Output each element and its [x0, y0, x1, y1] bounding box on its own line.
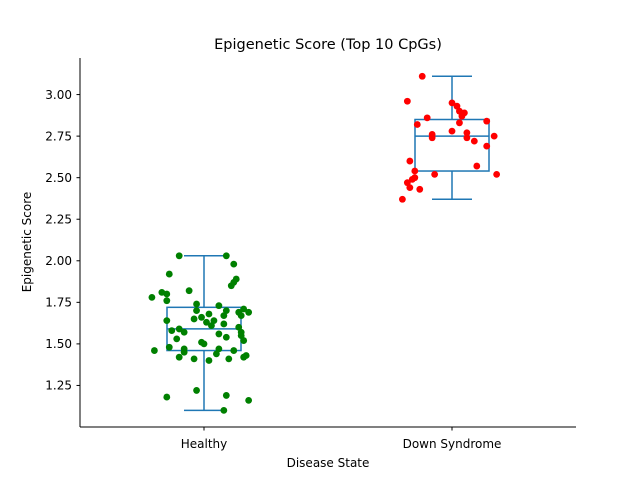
data-point: [418, 72, 426, 80]
data-point: [225, 355, 233, 363]
data-point: [227, 282, 235, 290]
data-point: [208, 322, 215, 330]
axes: [79, 58, 576, 428]
y-tick-label: 1.50: [45, 337, 72, 351]
chart-title: Epigenetic Score (Top 10 CpGs): [214, 37, 442, 53]
data-point: [220, 406, 228, 414]
data-point: [163, 317, 171, 325]
data-point: [193, 307, 200, 315]
x-axis-label: Disease State: [287, 456, 370, 470]
data-point: [222, 392, 230, 399]
data-point: [222, 333, 230, 341]
x-tick-label: Down Syndrome: [403, 437, 502, 451]
box-plot: [166, 255, 242, 412]
box-plots: [166, 75, 490, 412]
data-point: [151, 347, 158, 354]
data-point: [240, 305, 248, 313]
data-point: [230, 260, 238, 268]
data-point: [193, 387, 200, 394]
data-point: [237, 312, 245, 320]
x-axis-ticks: Healthy Down Syndrome: [181, 427, 502, 451]
data-point: [423, 114, 431, 122]
data-point: [168, 327, 176, 334]
data-point: [399, 195, 406, 203]
data-point: [483, 117, 491, 125]
data-point: [493, 170, 501, 178]
y-tick-label: 1.25: [45, 379, 72, 393]
data-point: [200, 340, 208, 348]
data-point: [413, 121, 421, 128]
data-point: [463, 134, 471, 142]
data-point: [240, 353, 248, 361]
data-point: [215, 302, 223, 310]
data-point: [416, 185, 424, 193]
y-axis-label: Epigenetic Score: [20, 192, 34, 293]
data-point: [456, 119, 463, 127]
data-point: [193, 300, 200, 308]
data-point: [448, 127, 456, 135]
data-point: [411, 167, 419, 175]
data-point: [205, 357, 213, 364]
data-point: [240, 337, 248, 344]
data-point: [406, 184, 414, 192]
data-point: [463, 129, 471, 137]
data-point: [175, 353, 183, 361]
data-point: [403, 97, 411, 105]
data-point: [190, 355, 198, 363]
data-point: [163, 393, 171, 401]
y-tick-label: 2.00: [45, 254, 72, 268]
y-tick-label: 2.50: [45, 171, 72, 185]
data-points: [148, 72, 501, 414]
data-point: [458, 112, 466, 120]
data-point: [163, 297, 171, 305]
data-point: [180, 328, 188, 336]
data-point: [173, 335, 181, 343]
data-point: [215, 330, 223, 338]
data-point: [203, 318, 210, 326]
data-point: [406, 157, 414, 165]
y-tick-label: 3.00: [45, 88, 72, 102]
data-point: [408, 175, 416, 183]
data-point: [222, 252, 230, 260]
data-point: [148, 293, 156, 301]
data-point: [245, 308, 253, 316]
data-point: [190, 315, 198, 323]
data-point: [245, 397, 253, 404]
data-point: [163, 290, 171, 298]
data-point: [165, 343, 173, 351]
y-axis-ticks: 1.25 1.50 1.75 2.00 2.25 2.50 2.75 3.00: [45, 88, 80, 393]
data-point: [483, 142, 491, 150]
data-point: [220, 312, 228, 320]
data-point: [205, 310, 213, 318]
data-point: [428, 134, 436, 142]
data-point: [230, 347, 238, 354]
box-plot: [414, 75, 490, 201]
data-point: [175, 325, 183, 333]
data-point: [198, 313, 205, 321]
x-tick-label: Healthy: [181, 437, 228, 451]
data-point: [470, 137, 478, 145]
data-point: [490, 132, 498, 140]
data-point: [213, 350, 220, 358]
data-point: [165, 270, 173, 278]
data-point: [220, 320, 228, 328]
y-tick-label: 2.25: [45, 212, 72, 226]
data-point: [448, 99, 456, 107]
data-point: [175, 252, 183, 260]
y-tick-label: 1.75: [45, 296, 72, 310]
y-tick-label: 2.75: [45, 129, 72, 143]
data-point: [185, 287, 193, 295]
data-point: [180, 348, 188, 356]
data-point: [431, 170, 439, 178]
data-point: [473, 162, 481, 170]
